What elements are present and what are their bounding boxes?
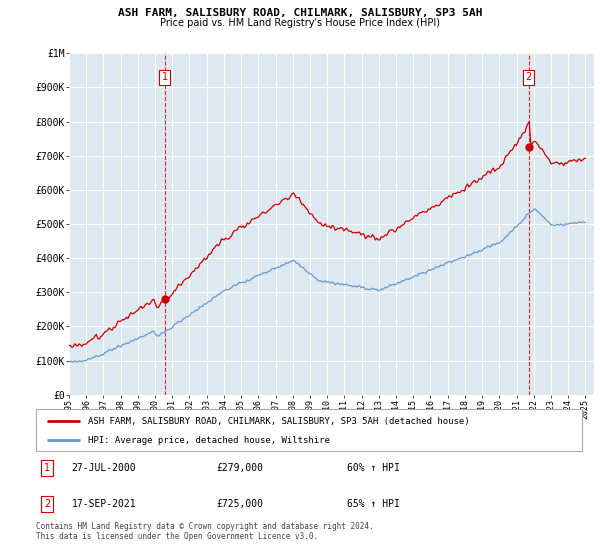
Text: 2: 2: [526, 72, 532, 82]
Text: Contains HM Land Registry data © Crown copyright and database right 2024.
This d: Contains HM Land Registry data © Crown c…: [36, 522, 374, 542]
Text: 2: 2: [44, 499, 50, 509]
FancyBboxPatch shape: [36, 409, 582, 451]
Text: ASH FARM, SALISBURY ROAD, CHILMARK, SALISBURY, SP3 5AH: ASH FARM, SALISBURY ROAD, CHILMARK, SALI…: [118, 8, 482, 18]
Text: 60% ↑ HPI: 60% ↑ HPI: [347, 463, 400, 473]
Text: ASH FARM, SALISBURY ROAD, CHILMARK, SALISBURY, SP3 5AH (detached house): ASH FARM, SALISBURY ROAD, CHILMARK, SALI…: [88, 417, 469, 426]
Text: £279,000: £279,000: [216, 463, 263, 473]
Text: 1: 1: [44, 463, 50, 473]
Text: Price paid vs. HM Land Registry's House Price Index (HPI): Price paid vs. HM Land Registry's House …: [160, 18, 440, 29]
Text: 27-JUL-2000: 27-JUL-2000: [71, 463, 136, 473]
Text: £725,000: £725,000: [216, 499, 263, 509]
Text: HPI: Average price, detached house, Wiltshire: HPI: Average price, detached house, Wilt…: [88, 436, 330, 445]
Text: 17-SEP-2021: 17-SEP-2021: [71, 499, 136, 509]
Text: 1: 1: [161, 72, 168, 82]
Text: 65% ↑ HPI: 65% ↑ HPI: [347, 499, 400, 509]
